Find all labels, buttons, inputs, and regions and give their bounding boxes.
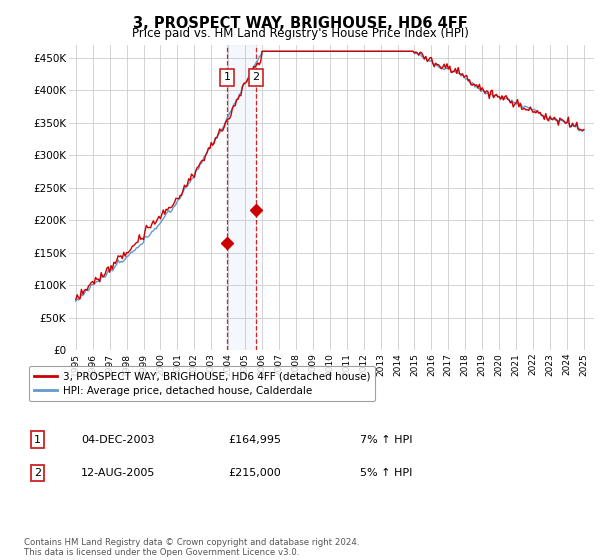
Legend: 3, PROSPECT WAY, BRIGHOUSE, HD6 4FF (detached house), HPI: Average price, detach: 3, PROSPECT WAY, BRIGHOUSE, HD6 4FF (det… [29,366,375,401]
Bar [227,45,256,350]
Text: 7% ↑ HPI: 7% ↑ HPI [360,435,413,445]
Text: 2: 2 [34,468,41,478]
Text: 12-AUG-2005: 12-AUG-2005 [81,468,155,478]
Text: Contains HM Land Registry data © Crown copyright and database right 2024.
This d: Contains HM Land Registry data © Crown c… [24,538,359,557]
Text: 1: 1 [34,435,41,445]
Text: 04-DEC-2003: 04-DEC-2003 [81,435,155,445]
Text: £215,000: £215,000 [228,468,281,478]
Text: 2: 2 [252,72,259,82]
Text: 5% ↑ HPI: 5% ↑ HPI [360,468,412,478]
Text: Price paid vs. HM Land Registry's House Price Index (HPI): Price paid vs. HM Land Registry's House … [131,27,469,40]
Text: 1: 1 [223,72,230,82]
Text: 3, PROSPECT WAY, BRIGHOUSE, HD6 4FF: 3, PROSPECT WAY, BRIGHOUSE, HD6 4FF [133,16,467,31]
Text: £164,995: £164,995 [228,435,281,445]
